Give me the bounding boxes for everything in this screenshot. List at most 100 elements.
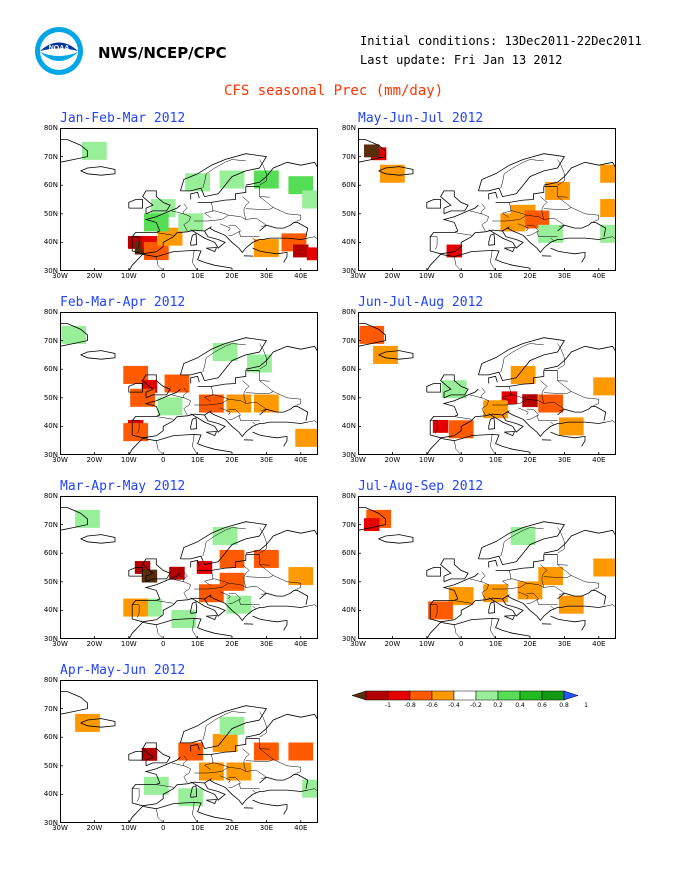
country-border [500,527,544,557]
coastline [131,204,226,255]
country-border [156,784,174,788]
coastline [180,521,268,566]
coastline [259,774,309,789]
coastline [550,615,586,631]
coastline [204,594,308,622]
logo-lettering: NOAA [49,45,70,52]
anomaly-cell [212,733,238,752]
lon-label: 20E [225,824,239,832]
coastline [502,226,606,254]
coastline [245,529,318,554]
coastline [204,778,308,806]
anomaly-cell [123,598,149,617]
coastline [495,554,558,571]
coastline [259,406,309,421]
country-border [557,343,565,370]
lat-label: 60N [43,181,58,190]
anomaly-cell [538,394,564,413]
country-border [203,754,214,770]
coastline [440,190,469,215]
map-frame [358,312,616,455]
country-border [219,775,231,784]
country-border [203,202,214,218]
country-border [242,748,250,772]
legend-swatch [431,690,455,701]
coastline [190,559,200,568]
lon-label: 20W [86,640,103,648]
lon-label: 30E [259,640,274,648]
lon-label: 40E [592,272,606,280]
lon-label: 0 [160,456,166,464]
lat-label: 30N [43,267,58,275]
lon-label: 30W [350,456,366,464]
lon-label: 10W [418,456,435,464]
country-border [252,237,257,242]
country-border [490,618,496,639]
country-border [156,232,174,236]
lon-label: 40E [294,824,308,832]
country-border [481,387,486,398]
anomaly-cell [226,394,252,413]
country-border [517,591,529,600]
coastline [180,705,268,750]
country-border [500,343,544,373]
panel-title: Jan-Feb-Mar 2012 [60,111,186,126]
coastline [478,521,566,566]
legend-swatch [409,690,433,701]
legend-swatch [497,690,521,701]
country-border [526,592,540,605]
lon-label: 30W [350,272,366,280]
coastline [252,431,288,447]
lon-label: 10E [488,272,503,280]
legend-tick-label: 0.4 [515,702,525,709]
lon-label: 30E [259,272,274,280]
country-border [238,230,260,237]
country-border [238,414,260,421]
lat-label: 70N [341,152,356,161]
lon-label: 10W [418,640,435,648]
country-border [543,585,565,595]
map-panel-fma: Feb-Mar-Apr 2012 80N 70N 60N 50N 40N 30N 30W 20W… [44,295,322,469]
coastline [60,506,88,531]
legend-bar [351,690,579,701]
lon-label: 30W [52,272,68,280]
lon-label: 10W [120,272,137,280]
lon-label: 20E [225,640,239,648]
country-border [526,224,540,237]
lon-label: 10E [190,824,205,832]
country-border [203,570,214,586]
lat-label: 40N [341,606,356,615]
anomaly-cell [600,224,616,243]
coastline [504,615,516,621]
coastline [142,558,171,583]
anomaly-cell [288,176,314,195]
anomaly-cell [75,713,100,732]
country-border [171,578,192,600]
country-border [192,250,198,271]
lat-label: 30N [341,635,356,643]
country-border [203,386,214,402]
coastline [190,375,200,384]
coastline [80,534,116,544]
lat-label: 80N [43,492,58,500]
coastline [488,191,498,200]
country-border [307,236,318,240]
coastline [426,199,441,209]
coastline [80,718,116,728]
lat-label: 40N [341,238,356,247]
coastline [358,138,386,163]
lon-label: 10W [120,824,137,832]
country-border [259,738,270,750]
lon-label: 30E [557,640,572,648]
country-border [469,578,490,600]
country-border [171,210,192,232]
lon-label: 0 [160,640,166,648]
coastline [488,375,498,384]
coastline [204,410,308,438]
coastline [557,406,607,421]
legend-arrow-high [563,690,579,701]
country-border [454,232,472,236]
lat-label: 60N [43,549,58,558]
panel-title: Mar-Apr-May 2012 [60,479,186,494]
coastline [358,322,386,347]
